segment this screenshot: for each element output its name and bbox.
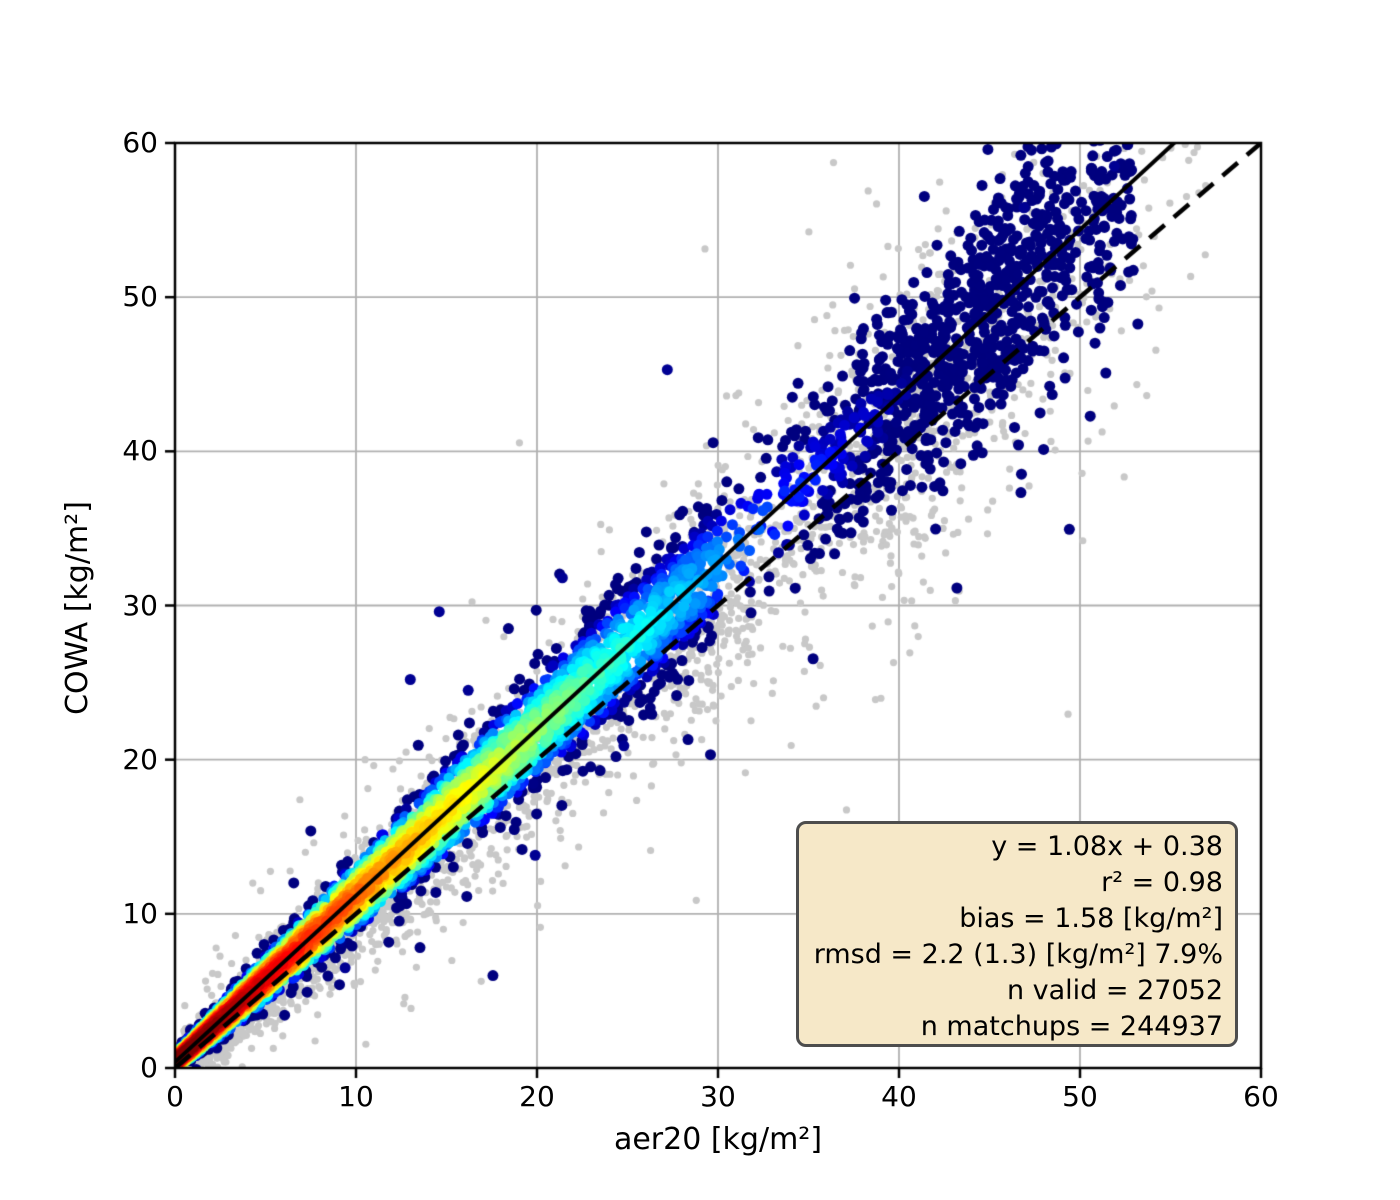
- stats-line-nmatchups: n matchups = 244937: [920, 1011, 1223, 1042]
- stats-line-equation: y = 1.08x + 0.38: [991, 831, 1223, 862]
- y-tick-label: 0: [140, 1051, 158, 1084]
- y-tick-label: 20: [122, 742, 158, 776]
- y-axis-label: COWA [kg/m²]: [60, 501, 95, 715]
- y-tick-label: 40: [122, 434, 158, 468]
- x-axis-label: aer20 [kg/m²]: [613, 1122, 823, 1157]
- x-tick-label: 10: [338, 1080, 374, 1113]
- stats-line-rmsd: rmsd = 2.2 (1.3) [kg/m²] 7.9%: [813, 939, 1223, 970]
- y-tick-label: 60: [122, 126, 158, 159]
- stats-box: y = 1.08x + 0.38 r² = 0.98 bias = 1.58 […: [796, 821, 1238, 1047]
- stats-line-r2: r² = 0.98: [1101, 867, 1223, 898]
- stats-line-bias: bias = 1.58 [kg/m²]: [959, 903, 1223, 934]
- y-tick-label: 50: [122, 280, 158, 314]
- x-tick-label: 0: [166, 1080, 184, 1113]
- x-tick-label: 20: [519, 1080, 555, 1113]
- x-tick-label: 50: [1062, 1080, 1098, 1113]
- x-tick-label: 30: [700, 1080, 736, 1113]
- stats-line-nvalid: n valid = 27052: [1006, 975, 1223, 1006]
- y-tick-label: 10: [122, 896, 158, 930]
- x-tick-label: 40: [881, 1080, 917, 1113]
- y-tick-label: 30: [122, 588, 158, 622]
- x-tick-label: 60: [1243, 1080, 1279, 1113]
